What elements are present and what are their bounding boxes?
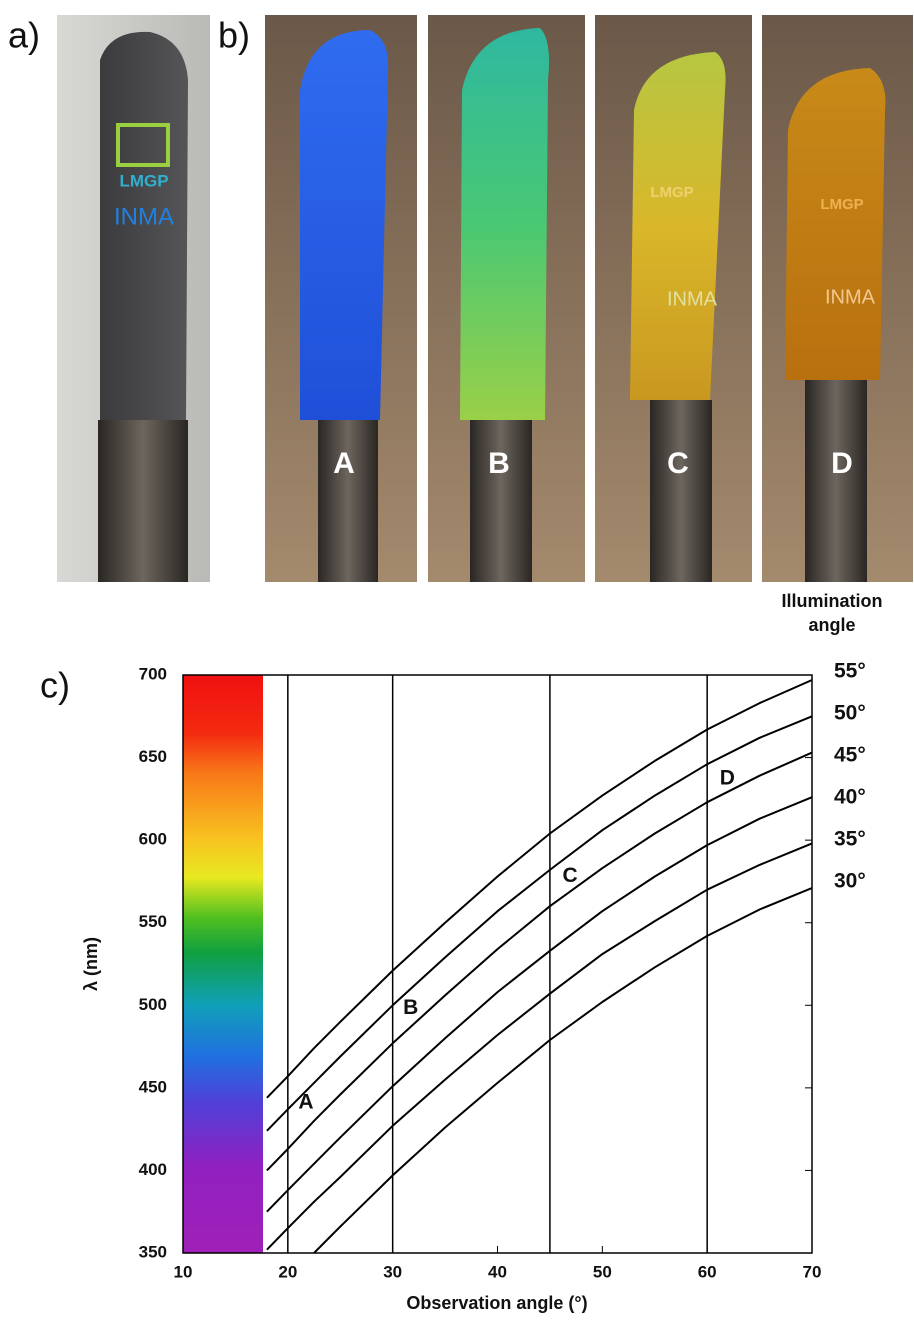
y-tick-label: 650 [139, 747, 167, 766]
photo-b: LMGP LMGP INMA INMA A B C D [265, 15, 913, 582]
y-tick-label: 450 [139, 1077, 167, 1096]
y-tick-label: 500 [139, 995, 167, 1014]
panel-label: b) [218, 15, 250, 56]
annotation: D [720, 767, 735, 790]
color-bar [183, 675, 263, 1253]
x-tick-label: 20 [278, 1262, 297, 1281]
y-tick-label: 400 [139, 1160, 167, 1179]
knife-label: C [667, 447, 689, 480]
curve [314, 888, 812, 1253]
panel-label: c) [40, 665, 70, 706]
x-tick-label: 10 [174, 1262, 193, 1281]
x-tick-label: 60 [698, 1262, 717, 1281]
legend-label: 50° [834, 702, 866, 725]
x-tick-label: 30 [383, 1262, 402, 1281]
legend-label: 35° [834, 828, 866, 851]
logo-text: LMGP [650, 184, 693, 201]
legend-label: 30° [834, 870, 866, 893]
curve [267, 680, 812, 1098]
knife-label: D [831, 447, 853, 480]
logo-text: LMGP [119, 171, 168, 190]
legend-label: 40° [834, 786, 866, 809]
logo-text: LMGP [820, 196, 863, 213]
curve [267, 843, 812, 1249]
legend-label: 55° [834, 660, 866, 683]
knife-label: B [488, 447, 510, 480]
x-axis-label: Observation angle (°) [406, 1293, 587, 1313]
knife-label: A [333, 447, 355, 480]
photo-a: LMGP INMA [57, 15, 210, 582]
axes-frame [183, 675, 812, 1253]
figure: a) b) c) LMGP INMA LMGP LMGP INMA INMA A… [0, 0, 914, 1320]
y-tick-label: 550 [139, 912, 167, 931]
logo-text: INMA [667, 288, 718, 310]
annotation: C [562, 864, 577, 887]
annotation: A [298, 1090, 313, 1113]
logo-text: INMA [825, 286, 876, 308]
logo-text: INMA [114, 203, 174, 230]
y-tick-label: 350 [139, 1242, 167, 1261]
legend-label: 45° [834, 744, 866, 767]
x-tick-label: 40 [488, 1262, 507, 1281]
y-axis-label: λ (nm) [81, 937, 101, 991]
panel-label: a) [8, 15, 40, 56]
x-tick-label: 50 [593, 1262, 612, 1281]
y-tick-label: 700 [139, 664, 167, 683]
curve [267, 797, 812, 1211]
curve [267, 753, 812, 1171]
y-tick-label: 600 [139, 830, 167, 849]
x-tick-label: 70 [803, 1262, 822, 1281]
annotation: B [403, 996, 418, 1019]
